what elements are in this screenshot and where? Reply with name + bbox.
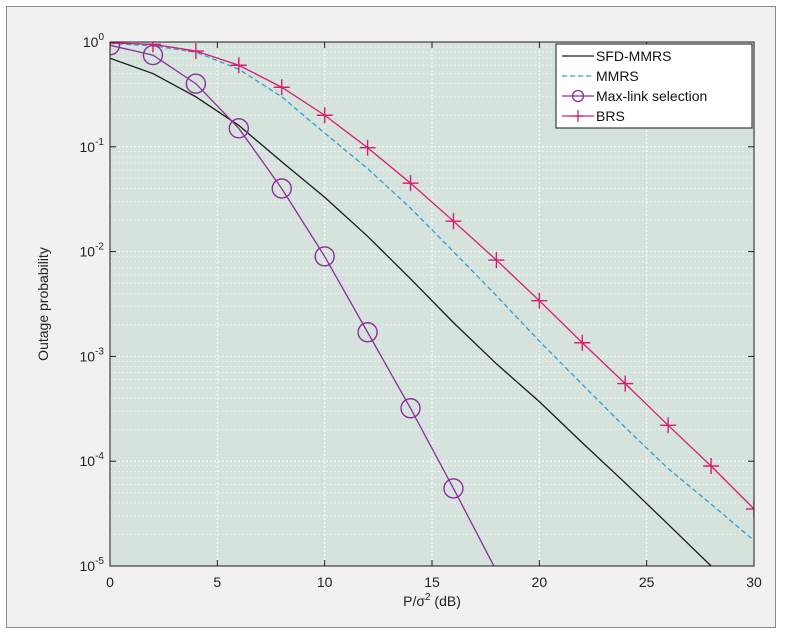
x-tick-label: 15 xyxy=(424,574,440,590)
legend-label-mmrs: MMRS xyxy=(596,68,639,84)
x-tick-label: 20 xyxy=(532,574,548,590)
y-tick-label: 10-5 xyxy=(80,556,105,574)
y-tick-label: 10-4 xyxy=(80,451,105,469)
y-axis-label: Outage probability xyxy=(35,247,51,361)
x-tick-label: 25 xyxy=(639,574,655,590)
x-tick-label: 0 xyxy=(106,574,114,590)
legend-label-brs: BRS xyxy=(596,108,625,124)
legend-label-max-link-selection: Max-link selection xyxy=(596,88,707,104)
x-tick-label: 10 xyxy=(317,574,333,590)
x-axis-label: P/σ2 (dB) xyxy=(403,592,461,609)
legend: SFD-MMRS MMRS Max-link selection BRS xyxy=(556,44,752,128)
x-tick-label: 5 xyxy=(213,574,221,590)
y-tick-label: 10-1 xyxy=(80,137,105,155)
x-tick-label: 30 xyxy=(746,574,762,590)
y-tick-label: 10-2 xyxy=(80,242,105,260)
y-tick-label: 100 xyxy=(83,32,105,50)
legend-label-sfd-mmrs: SFD-MMRS xyxy=(596,48,671,64)
y-tick-label: 10-3 xyxy=(80,346,105,364)
